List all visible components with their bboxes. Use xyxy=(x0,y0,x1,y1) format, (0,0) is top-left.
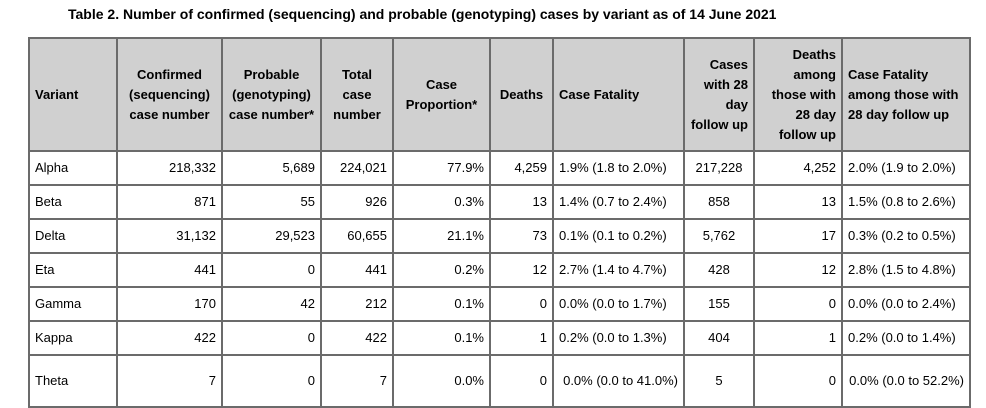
cell-deaths: 4,259 xyxy=(489,150,554,186)
cell-probable: 0 xyxy=(221,252,322,288)
cell-case-fatality-28day: 0.0% (0.0 to 2.4%) xyxy=(841,286,971,322)
table-row: Beta 871 55 926 0.3% 13 1.4% (0.7 to 2.4%) 858 1… xyxy=(28,184,971,220)
table-row: Theta 7 0 7 0.0% 0 0.0% (0.0 to 41.0%) 5 0 0.0% (… xyxy=(28,354,971,408)
cell-cases-28day: 155 xyxy=(683,286,755,322)
variant-cases-table: Variant Confirmed (sequencing) case numb… xyxy=(28,37,971,408)
header-probable: Probable (genotyping) case number* xyxy=(221,37,322,152)
cell-cases-28day: 428 xyxy=(683,252,755,288)
cell-case-proportion: 0.1% xyxy=(392,286,491,322)
cell-case-fatality: 1.4% (0.7 to 2.4%) xyxy=(552,184,685,220)
cell-cases-28day: 217,228 xyxy=(683,150,755,186)
cell-deaths-28day: 1 xyxy=(753,320,843,356)
cell-probable: 5,689 xyxy=(221,150,322,186)
cell-case-fatality-28day: 0.3% (0.2 to 0.5%) xyxy=(841,218,971,254)
cell-variant: Kappa xyxy=(28,320,118,356)
table-row: Delta 31,132 29,523 60,655 21.1% 73 0.1% (0.1 … xyxy=(28,218,971,254)
header-deaths-28day: Deaths among those with 28 day follow up xyxy=(753,37,843,152)
cell-case-proportion: 77.9% xyxy=(392,150,491,186)
cell-deaths-28day: 0 xyxy=(753,286,843,322)
cell-deaths-28day: 17 xyxy=(753,218,843,254)
cell-total: 212 xyxy=(320,286,394,322)
header-confirmed: Confirmed (sequencing) case number xyxy=(116,37,223,152)
cell-variant: Theta xyxy=(28,354,118,408)
cell-total: 926 xyxy=(320,184,394,220)
table-row: Gamma 170 42 212 0.1% 0 0.0% (0.0 to 1.7%) 155 0… xyxy=(28,286,971,322)
cell-case-fatality-28day: 1.5% (0.8 to 2.6%) xyxy=(841,184,971,220)
cell-variant: Alpha xyxy=(28,150,118,186)
cell-deaths: 12 xyxy=(489,252,554,288)
cell-case-fatality: 0.0% (0.0 to 1.7%) xyxy=(552,286,685,322)
cell-probable: 55 xyxy=(221,184,322,220)
table-row: Eta 441 0 441 0.2% 12 2.7% (1.4 to 4.7%) 428 12 2… xyxy=(28,252,971,288)
cell-case-proportion: 0.0% xyxy=(392,354,491,408)
cell-deaths: 0 xyxy=(489,286,554,322)
cell-deaths-28day: 13 xyxy=(753,184,843,220)
cell-deaths: 73 xyxy=(489,218,554,254)
cell-probable: 29,523 xyxy=(221,218,322,254)
cell-case-fatality-28day: 2.0% (1.9 to 2.0%) xyxy=(841,150,971,186)
cell-case-fatality: 2.7% (1.4 to 4.7%) xyxy=(552,252,685,288)
cell-variant: Delta xyxy=(28,218,118,254)
cell-total: 7 xyxy=(320,354,394,408)
cell-variant: Eta xyxy=(28,252,118,288)
table-row: Kappa 422 0 422 0.1% 1 0.2% (0.0 to 1.3%) 404 1 0… xyxy=(28,320,971,356)
header-variant: Variant xyxy=(28,37,118,152)
cell-case-fatality-28day: 2.8% (1.5 to 4.8%) xyxy=(841,252,971,288)
cell-total: 224,021 xyxy=(320,150,394,186)
header-row: Variant Confirmed (sequencing) case numb… xyxy=(28,37,971,152)
cell-deaths: 1 xyxy=(489,320,554,356)
cell-cases-28day: 5 xyxy=(683,354,755,408)
cell-case-proportion: 21.1% xyxy=(392,218,491,254)
cell-deaths-28day: 12 xyxy=(753,252,843,288)
cell-total: 422 xyxy=(320,320,394,356)
cell-confirmed: 7 xyxy=(116,354,223,408)
cell-cases-28day: 5,762 xyxy=(683,218,755,254)
cell-case-proportion: 0.2% xyxy=(392,252,491,288)
cell-confirmed: 31,132 xyxy=(116,218,223,254)
header-case-fatality: Case Fatality xyxy=(552,37,685,152)
cell-total: 441 xyxy=(320,252,394,288)
header-total: Total case number xyxy=(320,37,394,152)
cell-probable: 0 xyxy=(221,320,322,356)
cell-confirmed: 871 xyxy=(116,184,223,220)
header-cases-28day: Cases with 28 day follow up xyxy=(683,37,755,152)
cell-cases-28day: 404 xyxy=(683,320,755,356)
header-case-fatality-28day: Case Fatality among those with 28 day fo… xyxy=(841,37,971,152)
cell-cases-28day: 858 xyxy=(683,184,755,220)
cell-case-fatality-28day: 0.0% (0.0 to 52.2%) xyxy=(841,354,971,408)
cell-deaths: 13 xyxy=(489,184,554,220)
cell-confirmed: 422 xyxy=(116,320,223,356)
cell-case-fatality-28day: 0.2% (0.0 to 1.4%) xyxy=(841,320,971,356)
cell-case-proportion: 0.3% xyxy=(392,184,491,220)
header-case-proportion: Case Proportion* xyxy=(392,37,491,152)
cell-deaths: 0 xyxy=(489,354,554,408)
cell-confirmed: 218,332 xyxy=(116,150,223,186)
cell-case-fatality: 0.2% (0.0 to 1.3%) xyxy=(552,320,685,356)
cell-probable: 42 xyxy=(221,286,322,322)
cell-deaths-28day: 4,252 xyxy=(753,150,843,186)
cell-case-proportion: 0.1% xyxy=(392,320,491,356)
cell-variant: Beta xyxy=(28,184,118,220)
cell-total: 60,655 xyxy=(320,218,394,254)
cell-variant: Gamma xyxy=(28,286,118,322)
cell-deaths-28day: 0 xyxy=(753,354,843,408)
table-row: Alpha 218,332 5,689 224,021 77.9% 4,259 1.9% (… xyxy=(28,150,971,186)
cell-case-fatality: 0.0% (0.0 to 41.0%) xyxy=(552,354,685,408)
header-deaths: Deaths xyxy=(489,37,554,152)
cell-case-fatality: 1.9% (1.8 to 2.0%) xyxy=(552,150,685,186)
cell-confirmed: 441 xyxy=(116,252,223,288)
table-title: Table 2. Number of confirmed (sequencing… xyxy=(68,6,777,22)
cell-probable: 0 xyxy=(221,354,322,408)
cell-confirmed: 170 xyxy=(116,286,223,322)
cell-case-fatality: 0.1% (0.1 to 0.2%) xyxy=(552,218,685,254)
